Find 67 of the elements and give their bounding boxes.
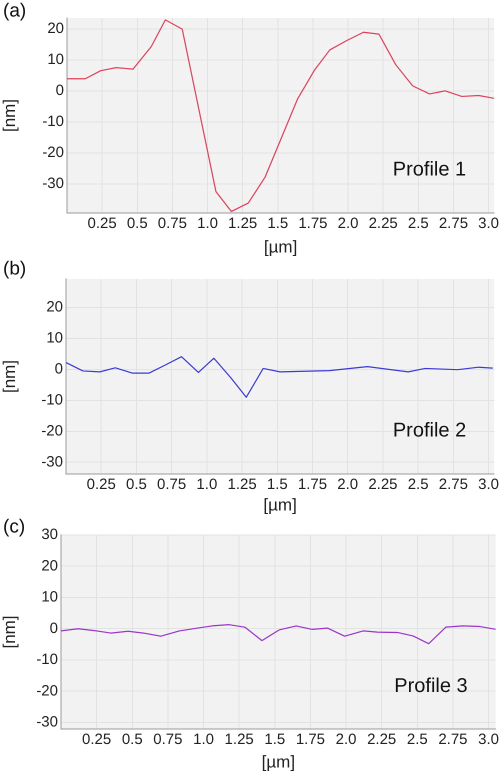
x-tick-label: 1.0 bbox=[193, 731, 214, 748]
x-tick-label: 0.75 bbox=[153, 731, 182, 748]
x-tick-label: 1.75 bbox=[298, 215, 328, 232]
y-tick-label: 0 bbox=[56, 82, 64, 99]
chart-title: (b) bbox=[3, 258, 26, 280]
y-tick-label: -20 bbox=[41, 422, 63, 440]
x-tick-label: 2.75 bbox=[438, 731, 468, 748]
y-axis-title: [nm] bbox=[0, 360, 19, 394]
y-tick-label: 10 bbox=[47, 50, 64, 68]
y-tick-label: -30 bbox=[36, 714, 58, 731]
x-tick-label: 2.25 bbox=[368, 476, 398, 494]
x-tick-label: 2.5 bbox=[406, 731, 428, 748]
x-tick-label: 0.5 bbox=[126, 215, 148, 232]
y-axis-title: [nm] bbox=[0, 98, 19, 132]
x-tick-label: 0.25 bbox=[82, 731, 112, 748]
x-tick-label: 1.5 bbox=[267, 215, 288, 232]
x-tick-label: 2.25 bbox=[367, 731, 396, 748]
x-tick-label: 2.5 bbox=[408, 215, 429, 232]
x-tick-label: 1.0 bbox=[197, 215, 218, 232]
y-tick-label: 0 bbox=[50, 620, 58, 637]
x-axis-title: [µm] bbox=[262, 752, 296, 772]
x-tick-label: 1.25 bbox=[228, 215, 258, 232]
y-tick-label: 0 bbox=[54, 360, 63, 378]
y-tick-label: 20 bbox=[41, 557, 58, 574]
y-tick-label: 30 bbox=[41, 526, 58, 544]
y-tick-label: -10 bbox=[42, 112, 64, 130]
x-tick-label: 0.25 bbox=[88, 215, 117, 232]
x-tick-label: 3.0 bbox=[478, 215, 499, 232]
x-tick-label: 2.5 bbox=[408, 476, 429, 494]
y-tick-label: -20 bbox=[36, 682, 58, 700]
y-tick-label: 10 bbox=[41, 588, 58, 606]
x-axis-title: [µm] bbox=[264, 237, 298, 256]
x-tick-label: 3.0 bbox=[478, 476, 499, 494]
y-axis-title: [nm] bbox=[0, 615, 19, 649]
y-tick-label: -30 bbox=[41, 453, 63, 470]
x-axis-title: [µm] bbox=[263, 495, 297, 514]
x-tick-label: 2.0 bbox=[337, 476, 358, 494]
x-tick-label: 1.75 bbox=[298, 476, 328, 494]
x-tick-label: 0.5 bbox=[122, 731, 143, 748]
annotation: Profile 1 bbox=[392, 158, 466, 181]
x-tick-label: 2.25 bbox=[368, 215, 398, 232]
annotation: Profile 2 bbox=[392, 420, 466, 442]
y-tick-label: -10 bbox=[36, 651, 58, 668]
chart-title: (a) bbox=[3, 0, 26, 22]
x-tick-label: 2.75 bbox=[438, 215, 468, 232]
chart-title: (c) bbox=[3, 516, 26, 538]
x-tick-label: 0.75 bbox=[158, 215, 187, 232]
y-tick-label: -20 bbox=[42, 144, 64, 161]
x-tick-label: 0.75 bbox=[157, 476, 186, 494]
x-tick-label: 1.5 bbox=[264, 731, 286, 748]
y-tick-label: 10 bbox=[46, 330, 63, 347]
x-tick-label: 1.25 bbox=[224, 731, 254, 748]
x-tick-label: 0.5 bbox=[126, 476, 147, 494]
x-tick-label: 1.25 bbox=[227, 476, 257, 494]
y-tick-label: 20 bbox=[46, 298, 63, 316]
y-tick-label: 20 bbox=[47, 20, 64, 37]
x-tick-label: 2.0 bbox=[336, 731, 356, 748]
annotation: Profile 3 bbox=[394, 674, 468, 697]
x-tick-label: 1.0 bbox=[196, 476, 218, 494]
x-tick-label: 0.25 bbox=[86, 476, 116, 494]
x-tick-label: 1.75 bbox=[296, 731, 326, 748]
x-tick-label: 3.0 bbox=[478, 731, 499, 748]
x-tick-label: 2.0 bbox=[338, 215, 358, 232]
y-tick-label: -30 bbox=[42, 175, 64, 192]
x-tick-label: 1.5 bbox=[266, 476, 288, 494]
x-tick-label: 2.75 bbox=[438, 476, 468, 494]
y-tick-label: -10 bbox=[41, 391, 63, 408]
